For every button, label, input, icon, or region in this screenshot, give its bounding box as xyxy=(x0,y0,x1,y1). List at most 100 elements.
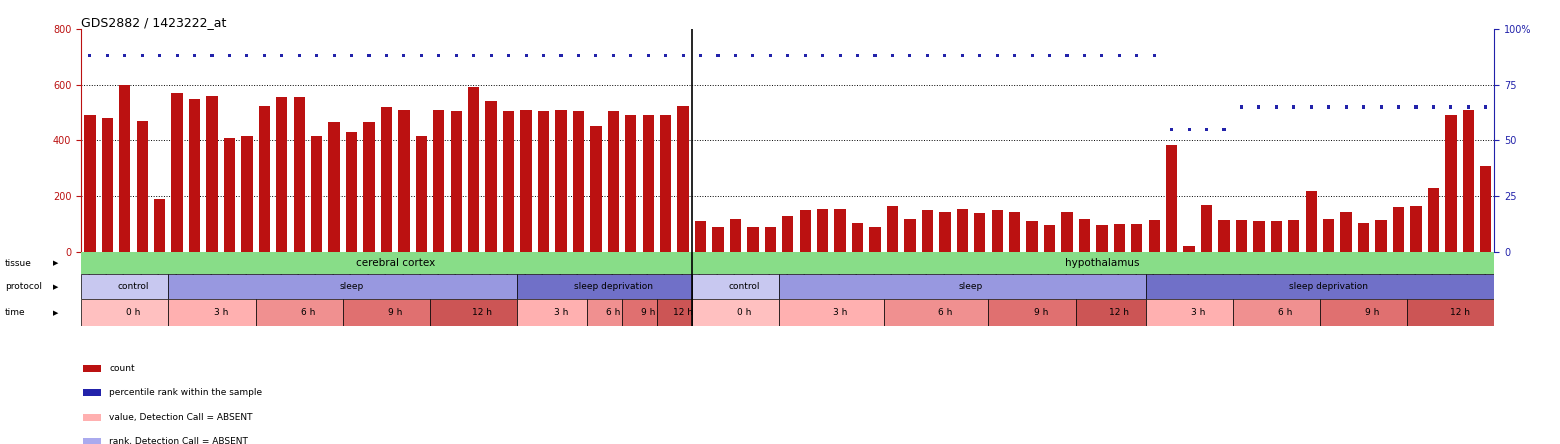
Bar xyxy=(691,299,778,326)
Bar xyxy=(518,274,691,299)
Bar xyxy=(1306,190,1317,252)
Point xyxy=(270,52,295,59)
Point xyxy=(1108,52,1133,59)
Text: hypothalamus: hypothalamus xyxy=(1064,258,1139,268)
Text: 0 h: 0 h xyxy=(126,308,140,317)
Point xyxy=(1212,126,1237,133)
Bar xyxy=(555,110,566,252)
Bar xyxy=(677,106,690,252)
Text: protocol: protocol xyxy=(5,282,42,291)
Bar xyxy=(1323,218,1334,252)
Bar xyxy=(1009,211,1020,252)
Point xyxy=(251,52,276,59)
Point xyxy=(549,52,574,59)
Point xyxy=(321,52,346,59)
Bar xyxy=(590,127,602,252)
Bar xyxy=(1427,188,1438,252)
Bar xyxy=(1145,274,1494,299)
Point xyxy=(967,52,992,59)
Bar xyxy=(468,87,479,252)
Text: 0 h: 0 h xyxy=(736,308,752,317)
Point xyxy=(479,52,504,59)
Bar xyxy=(764,227,775,252)
Point xyxy=(1317,103,1342,111)
Bar xyxy=(1480,166,1491,252)
Bar xyxy=(1131,224,1142,252)
Text: 6 h: 6 h xyxy=(938,308,952,317)
Point xyxy=(287,52,312,59)
Bar xyxy=(81,252,691,274)
Bar xyxy=(1218,220,1229,252)
Bar xyxy=(1148,220,1161,252)
Bar xyxy=(137,121,148,252)
Point xyxy=(1176,126,1201,133)
Point xyxy=(1159,126,1184,133)
Bar xyxy=(1357,223,1370,252)
Point xyxy=(688,52,713,59)
Point xyxy=(1281,103,1306,111)
Bar xyxy=(1097,226,1108,252)
Bar xyxy=(1271,221,1282,252)
Point xyxy=(775,52,800,59)
Point xyxy=(897,52,922,59)
Text: sleep: sleep xyxy=(959,282,983,291)
Bar xyxy=(81,274,168,299)
Text: 9 h: 9 h xyxy=(641,308,655,317)
Point xyxy=(933,52,958,59)
Point xyxy=(1299,103,1324,111)
Bar xyxy=(84,115,95,252)
Point xyxy=(530,52,555,59)
Bar xyxy=(276,97,287,252)
Text: sleep deprivation: sleep deprivation xyxy=(1289,282,1368,291)
Point xyxy=(914,52,939,59)
Bar xyxy=(1080,218,1090,252)
Point xyxy=(147,52,172,59)
Bar xyxy=(363,122,374,252)
Point xyxy=(339,52,363,59)
Text: 12 h: 12 h xyxy=(473,308,493,317)
Bar xyxy=(747,227,758,252)
Bar xyxy=(343,299,431,326)
Bar xyxy=(956,209,967,252)
Text: percentile rank within the sample: percentile rank within the sample xyxy=(109,388,262,397)
Point xyxy=(496,52,521,59)
Bar xyxy=(168,274,518,299)
Point xyxy=(1455,103,1480,111)
Text: ▶: ▶ xyxy=(53,260,58,266)
Point xyxy=(1020,52,1045,59)
Point xyxy=(566,52,591,59)
Text: 12 h: 12 h xyxy=(672,308,693,317)
Bar xyxy=(1026,221,1037,252)
Text: 12 h: 12 h xyxy=(1449,308,1470,317)
Bar xyxy=(608,111,619,252)
Bar xyxy=(660,115,671,252)
Point xyxy=(78,52,103,59)
Point xyxy=(129,52,154,59)
Point xyxy=(1473,103,1498,111)
Bar xyxy=(691,252,1494,274)
Bar xyxy=(81,299,168,326)
Bar xyxy=(622,299,657,326)
Bar xyxy=(626,115,636,252)
Point xyxy=(217,52,242,59)
Bar xyxy=(939,211,950,252)
Bar xyxy=(154,199,165,252)
Point xyxy=(1404,103,1429,111)
Point xyxy=(165,52,190,59)
Point xyxy=(426,52,451,59)
Bar xyxy=(922,210,933,252)
Point xyxy=(1125,52,1150,59)
Point xyxy=(392,52,417,59)
Bar xyxy=(694,221,707,252)
Bar xyxy=(1410,206,1421,252)
Bar xyxy=(434,110,445,252)
Point xyxy=(1229,103,1254,111)
Point xyxy=(583,52,608,59)
Bar xyxy=(1165,145,1178,252)
Point xyxy=(200,52,225,59)
Point xyxy=(880,52,905,59)
Point xyxy=(722,52,747,59)
Point xyxy=(1246,103,1271,111)
Point xyxy=(1438,103,1463,111)
Point xyxy=(950,52,975,59)
